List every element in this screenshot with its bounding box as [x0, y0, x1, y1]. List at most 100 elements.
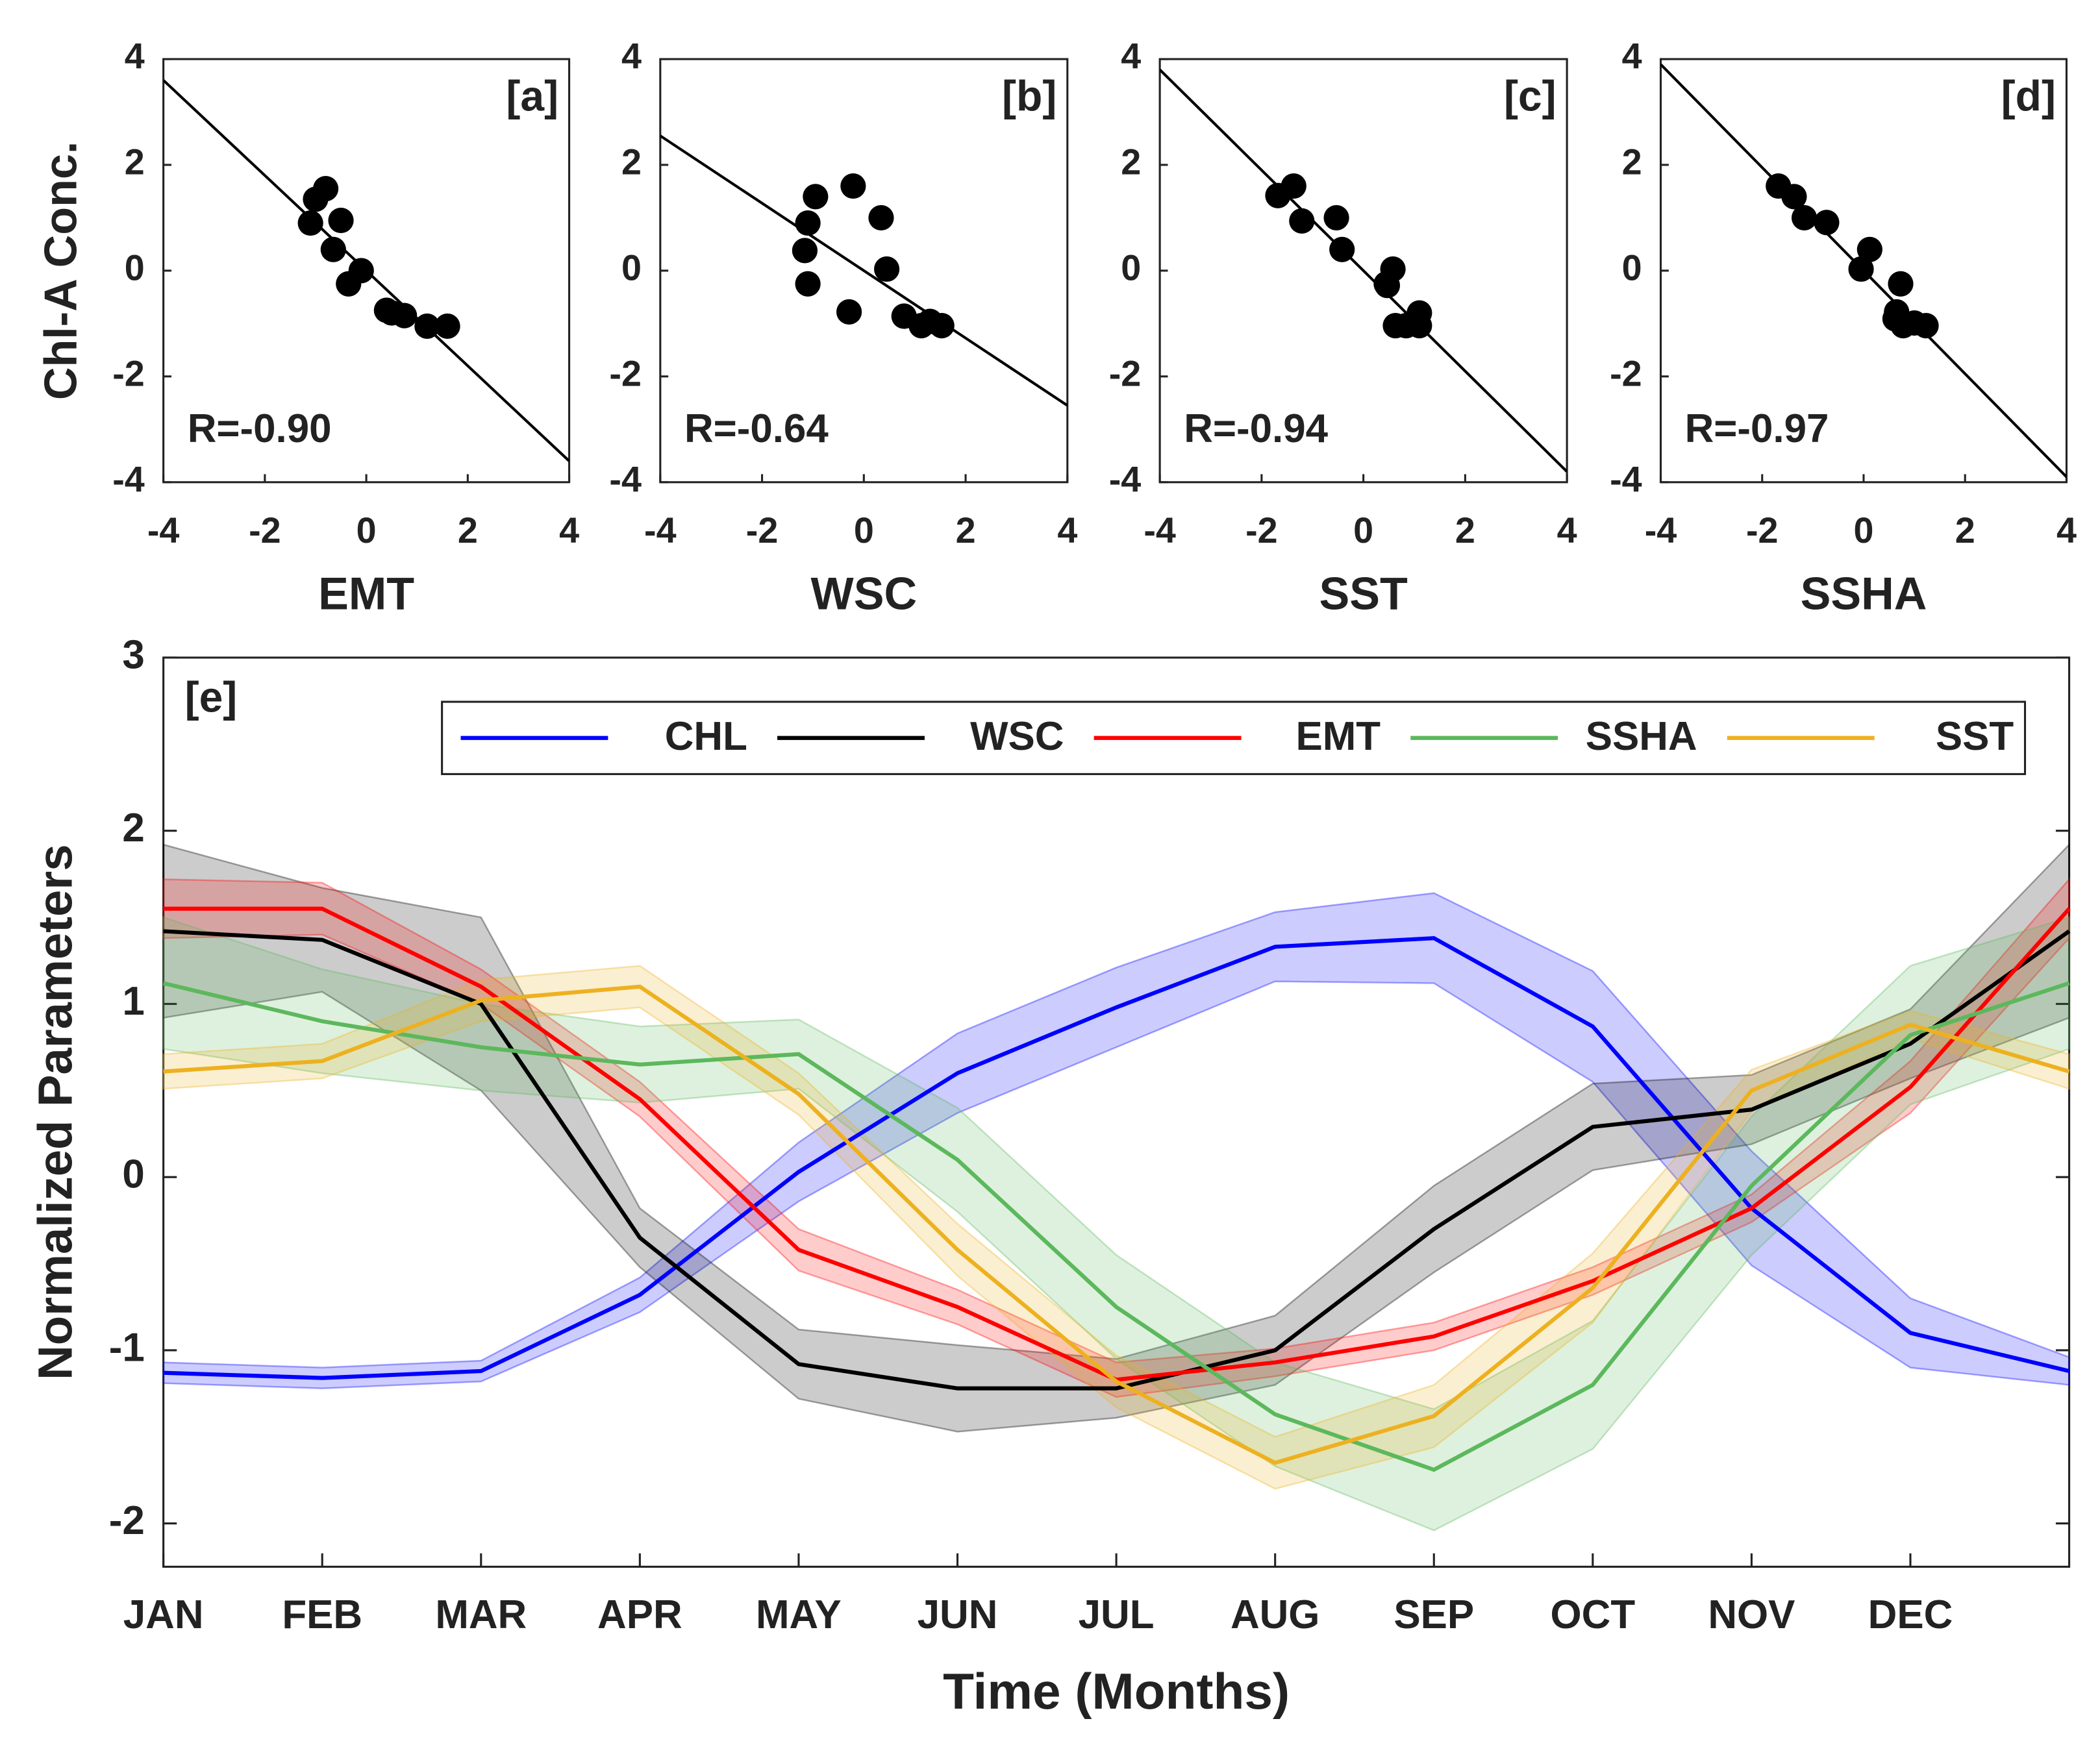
y-tick-label: 2	[1121, 142, 1141, 182]
point	[803, 184, 829, 210]
point	[1329, 236, 1355, 262]
point	[1374, 273, 1401, 299]
annotation: R=-0.64	[684, 406, 829, 451]
y-tick-label: 2	[1622, 142, 1642, 182]
x-tick-label: -4	[644, 510, 677, 551]
point	[1791, 204, 1818, 231]
plot-area	[1160, 68, 1568, 473]
x-axis-label: SSHA	[1801, 569, 1927, 619]
x-axis-label: Time (Months)	[943, 1663, 1290, 1720]
y-tick-label: 0	[621, 248, 642, 288]
point	[1888, 271, 1914, 297]
y-tick-label: -2	[1610, 354, 1642, 394]
point	[328, 207, 354, 234]
y-tick-label: 0	[122, 1152, 144, 1197]
point	[1281, 173, 1306, 199]
y-tick-label: 4	[1121, 36, 1141, 77]
x-tick-label: OCT	[1551, 1592, 1636, 1637]
point	[1856, 236, 1882, 262]
x-tick-label: APR	[597, 1592, 682, 1637]
axes-box	[162, 656, 2071, 1568]
point	[1848, 256, 1874, 282]
point	[320, 236, 346, 262]
x-tick-label: 0	[854, 510, 874, 551]
y-tick-label: -2	[109, 1498, 145, 1543]
x-tick-label: AUG	[1231, 1592, 1319, 1637]
panel-label: [c]	[1504, 71, 1556, 119]
point	[917, 308, 943, 334]
y-tick-label: -4	[1109, 459, 1142, 499]
annotation: R=-0.94	[1184, 406, 1328, 451]
y-axis-label: Normalized Parameters	[28, 844, 82, 1380]
x-tick-label: 2	[458, 510, 478, 551]
y-axis-label: Chl-A Conc.	[36, 142, 86, 401]
x-tick-label: MAY	[756, 1592, 842, 1637]
panel-label: [b]	[1002, 71, 1056, 119]
y-tick-label: 4	[125, 36, 145, 77]
point	[795, 210, 821, 236]
y-tick-label: -4	[609, 459, 642, 499]
y-tick-label: -2	[609, 354, 642, 394]
annotation: R=-0.90	[188, 406, 332, 451]
legend-label: EMT	[1295, 714, 1381, 759]
x-axis-label: WSC	[811, 569, 918, 619]
x-tick-label: DEC	[1868, 1592, 1953, 1637]
x-tick-label: 2	[956, 510, 976, 551]
panel-label: [e]	[185, 673, 238, 721]
y-tick-label: -4	[1610, 459, 1642, 499]
error-band	[162, 892, 2070, 1389]
x-tick-label: 4	[2056, 510, 2077, 551]
x-tick-label: -4	[147, 510, 180, 551]
point	[1882, 306, 1908, 332]
y-tick-label: -2	[1109, 354, 1142, 394]
point	[1323, 204, 1349, 231]
point	[792, 238, 818, 264]
x-tick-label: JAN	[123, 1592, 204, 1637]
x-tick-label: 4	[1057, 510, 1077, 551]
x-axis-label: SST	[1319, 569, 1408, 619]
point	[348, 258, 374, 284]
y-tick-label: 1	[122, 979, 144, 1024]
legend-label: CHL	[665, 714, 747, 759]
y-tick-label: 4	[621, 36, 642, 77]
x-tick-label: -4	[1645, 510, 1677, 551]
x-tick-label: 4	[559, 510, 579, 551]
x-tick-label: NOV	[1708, 1592, 1795, 1637]
legend-label: SSHA	[1586, 714, 1697, 759]
x-tick-label: -2	[746, 510, 779, 551]
y-tick-label: -2	[112, 354, 145, 394]
point	[414, 313, 440, 340]
x-tick-label: 4	[1557, 510, 1577, 551]
series-line	[163, 929, 2071, 1391]
x-tick-label: -2	[1245, 510, 1278, 551]
x-tick-label: SEP	[1394, 1592, 1474, 1637]
x-tick-label: MAR	[435, 1592, 527, 1637]
plot-area	[660, 134, 1068, 407]
x-tick-label: JUL	[1079, 1592, 1155, 1637]
point	[840, 173, 866, 199]
y-tick-label: 2	[122, 806, 144, 850]
x-tick-label: 0	[1353, 510, 1373, 551]
point	[1913, 313, 1939, 339]
x-tick-label: JUN	[918, 1592, 998, 1637]
x-tick-label: FEB	[282, 1592, 362, 1637]
x-axis-label: EMT	[318, 569, 414, 619]
panel-label: [a]	[506, 71, 558, 119]
x-tick-label: 2	[1455, 510, 1475, 551]
plot-area	[1660, 63, 2067, 478]
point	[1814, 210, 1840, 236]
point	[795, 271, 821, 297]
y-tick-label: 0	[125, 248, 145, 288]
point	[873, 256, 900, 282]
x-tick-label: -4	[1144, 510, 1176, 551]
point	[1406, 313, 1432, 339]
x-tick-label: -2	[249, 510, 281, 551]
error-band	[162, 877, 2070, 1398]
plot-area	[163, 79, 569, 462]
annotation: R=-0.97	[1685, 406, 1829, 451]
point	[868, 204, 894, 231]
point	[1781, 184, 1807, 210]
point	[836, 299, 862, 325]
error-band	[162, 965, 2070, 1490]
